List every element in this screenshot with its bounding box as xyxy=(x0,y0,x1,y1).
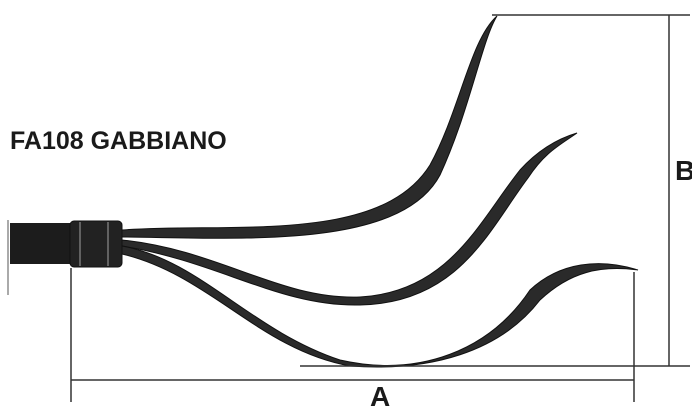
product-title: FA108 GABBIANO xyxy=(10,127,227,155)
feather-upper xyxy=(121,15,498,239)
handle xyxy=(7,220,123,295)
feather-middle xyxy=(121,132,578,306)
dimension-a-label: A xyxy=(370,381,391,412)
dimension-b-label: B xyxy=(675,155,692,186)
dimension-lines xyxy=(70,14,690,402)
handle-grip xyxy=(10,223,74,264)
feather-lower xyxy=(121,245,639,368)
handle-ferrule xyxy=(69,220,123,268)
